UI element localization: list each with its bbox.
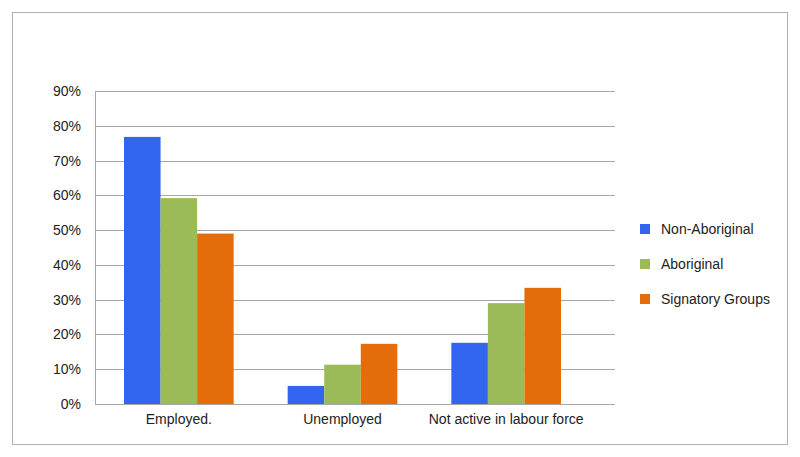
y-tick-label: 50% (53, 222, 81, 238)
y-tick-label: 60% (53, 187, 81, 203)
y-tick-label: 70% (53, 153, 81, 169)
y-tick: 50% (53, 222, 95, 238)
grid-line (95, 404, 615, 405)
x-axis: Employed. Unemployed Not active in labour … (146, 404, 584, 427)
legend: Non-Aboriginal Aboriginal Signatory Groups (640, 221, 770, 307)
grid-line (95, 126, 615, 127)
bar (324, 365, 361, 404)
y-tick: 90% (53, 83, 95, 99)
y-axis-line (95, 92, 96, 405)
bars (124, 137, 561, 404)
bar (288, 386, 325, 404)
bar (197, 234, 234, 404)
y-tick-label: 80% (53, 118, 81, 134)
bar (488, 303, 525, 404)
grid-line (95, 195, 615, 196)
bar (124, 137, 161, 404)
y-tick-label: 90% (53, 83, 81, 99)
x-tick: Employed. (146, 404, 212, 427)
y-tick-label: 20% (53, 326, 81, 342)
legend-label: Signatory Groups (661, 291, 770, 307)
chart-frame (13, 13, 788, 445)
bar (451, 343, 488, 404)
x-tick: Not active in labour force (429, 404, 584, 427)
bar (161, 198, 198, 404)
y-tick: 20% (53, 326, 95, 342)
x-tick-label: Unemployed (303, 411, 382, 427)
y-tick-label: 0% (61, 396, 81, 412)
legend-swatch (640, 224, 650, 234)
x-tick-label: Employed. (146, 411, 212, 427)
chart: 0% 10% 20% 30% 40% 50% 60% 70% 80% 90% Employed. Un… (0, 0, 800, 457)
x-tick: Unemployed (303, 404, 382, 427)
x-tick-label: Not active in labour force (429, 411, 584, 427)
legend-label: Aboriginal (661, 256, 723, 272)
grid (95, 92, 615, 405)
legend-swatch (640, 294, 650, 304)
y-tick: 40% (53, 257, 95, 273)
bar (361, 344, 398, 404)
y-tick: 70% (53, 153, 95, 169)
y-tick: 0% (61, 396, 95, 412)
grid-line (95, 91, 615, 92)
y-axis: 0% 10% 20% 30% 40% 50% 60% 70% 80% 90% (53, 83, 96, 412)
y-tick-label: 30% (53, 292, 81, 308)
y-tick-label: 10% (53, 361, 81, 377)
legend-swatch (640, 259, 650, 269)
y-tick-label: 40% (53, 257, 81, 273)
grid-line (95, 161, 615, 162)
bar (524, 288, 561, 404)
y-tick: 60% (53, 187, 95, 203)
y-tick: 30% (53, 292, 95, 308)
legend-label: Non-Aboriginal (661, 221, 754, 237)
y-tick: 10% (53, 361, 95, 377)
y-tick: 80% (53, 118, 95, 134)
